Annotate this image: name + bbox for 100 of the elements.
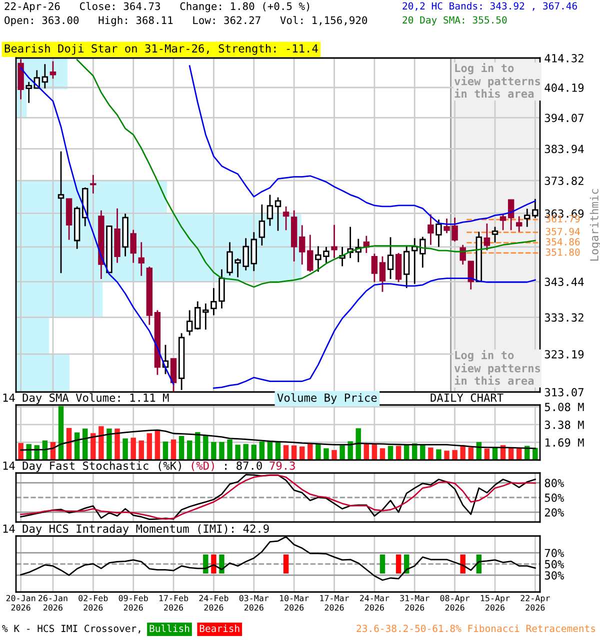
bar — [82, 428, 88, 460]
line-series — [20, 429, 536, 451]
ref-line-label: 351.80 — [546, 248, 580, 256]
bar — [316, 444, 321, 460]
bar — [195, 432, 200, 460]
text: Bearish — [200, 624, 240, 632]
candlestick — [412, 237, 418, 285]
candlestick — [299, 224, 306, 266]
text: (%K) — [158, 461, 181, 472]
x-tick-label: 15-Apr 2026 — [480, 595, 510, 611]
bar — [98, 426, 104, 460]
candlestick — [194, 300, 201, 330]
x-tick-label: 20-Jan 2026 — [6, 594, 36, 611]
x-tick-label: 22-Apr 2026 — [520, 594, 550, 611]
y-tick-label: 1.69 M — [546, 438, 584, 447]
text: : 87.0 — [225, 461, 262, 470]
y-tick-label: 383.94 — [544, 144, 584, 154]
annotation: Log in to view patterns in this area — [454, 350, 540, 385]
chart-title: 14 Day Fast Stochastic — [3, 461, 148, 472]
bar — [18, 443, 24, 460]
bar — [324, 448, 329, 460]
bar — [186, 440, 192, 460]
y-tick-label: 30% — [544, 571, 564, 580]
candlestick — [428, 214, 434, 246]
candlestick — [186, 310, 193, 336]
bar — [106, 428, 112, 460]
bar — [170, 439, 176, 460]
x-tick-label: 09-Feb 2026 — [118, 594, 148, 611]
candlestick — [202, 302, 209, 330]
bar — [300, 446, 305, 460]
bar — [420, 444, 426, 460]
candlestick — [90, 174, 96, 194]
bar — [516, 448, 522, 460]
candlestick — [379, 256, 386, 293]
y-tick-label: 343.44 — [544, 278, 584, 286]
candlestick — [500, 212, 506, 231]
candlestick — [460, 244, 466, 266]
text: 23.6-38.2-50-61.8% Fibonacci Retracements — [356, 624, 596, 632]
y-tick-label: 394.07 — [544, 114, 584, 122]
y-tick-label: 70% — [544, 548, 564, 558]
text: Bullish — [150, 624, 190, 632]
candlestick — [266, 194, 274, 227]
candlestick — [26, 81, 32, 104]
candlestick — [130, 229, 136, 264]
bar — [122, 438, 128, 460]
bar — [348, 441, 353, 460]
candlestick — [420, 236, 426, 268]
y-tick-label: 50% — [544, 560, 564, 568]
y-tick-label: 80% — [544, 478, 564, 488]
y-tick-label: 20% — [544, 508, 564, 517]
ref-line-label: 357.94 — [546, 228, 580, 236]
bar — [219, 442, 224, 460]
bar — [114, 428, 120, 460]
chart-title: 14 Day SMA Volume: 1.11 M — [3, 393, 169, 404]
candlestick — [371, 252, 378, 283]
legend-title: % K - HCS IMI Crossover, — [2, 624, 140, 634]
candlestick — [258, 204, 266, 246]
y-tick-label: 313.07 — [544, 388, 584, 396]
text: 79.3 — [270, 461, 295, 470]
candlestick — [42, 63, 48, 90]
bar — [243, 444, 248, 460]
chart-title: 22-Apr-26 Close: 364.73 Change: 1.80 (+0.5 %) — [4, 2, 310, 12]
bar — [388, 446, 394, 460]
bar — [267, 442, 273, 460]
y-tick-label: 323.19 — [544, 350, 584, 358]
candlestick — [436, 218, 442, 248]
bar — [130, 438, 136, 460]
bar — [460, 445, 466, 460]
x-tick-label: 02-Feb 2026 — [78, 594, 108, 611]
bar — [468, 447, 474, 460]
bar — [235, 444, 240, 460]
x-tick-label: 26-Jan 2026 — [38, 594, 68, 611]
x-tick-label: 24-Feb 2026 — [199, 594, 228, 611]
bar — [203, 435, 208, 460]
bar — [380, 448, 386, 460]
candlestick — [516, 216, 522, 233]
bar — [26, 444, 32, 460]
text: Bearish Doji Star on 31-Mar-26, Strength: -11.4 — [4, 44, 318, 55]
bar — [138, 440, 144, 460]
bar — [283, 445, 289, 460]
candlestick — [307, 234, 314, 272]
y-tick-label: 404.19 — [544, 84, 584, 92]
bar — [308, 444, 313, 460]
candlestick — [387, 236, 394, 280]
candlestick — [50, 60, 56, 80]
y-tick-label: 373.82 — [544, 176, 584, 186]
x-tick-label: 03-Mar 2026 — [239, 594, 269, 611]
bar — [259, 442, 265, 460]
ref-line-label: 354.86 — [546, 238, 580, 246]
bar — [178, 436, 184, 460]
candlestick — [282, 206, 290, 231]
candlestick — [138, 241, 144, 277]
bar — [162, 442, 168, 460]
x-tick-label: 10-Mar 2026 — [280, 594, 309, 611]
bar — [396, 446, 402, 460]
bar — [436, 449, 442, 460]
candlestick — [274, 196, 282, 232]
candlestick — [58, 150, 64, 274]
chart-subtitle: Open: 363.00 High: 368.11 Low: 362.27 Vol: 1,156,920 — [4, 16, 368, 26]
bar — [452, 450, 458, 460]
